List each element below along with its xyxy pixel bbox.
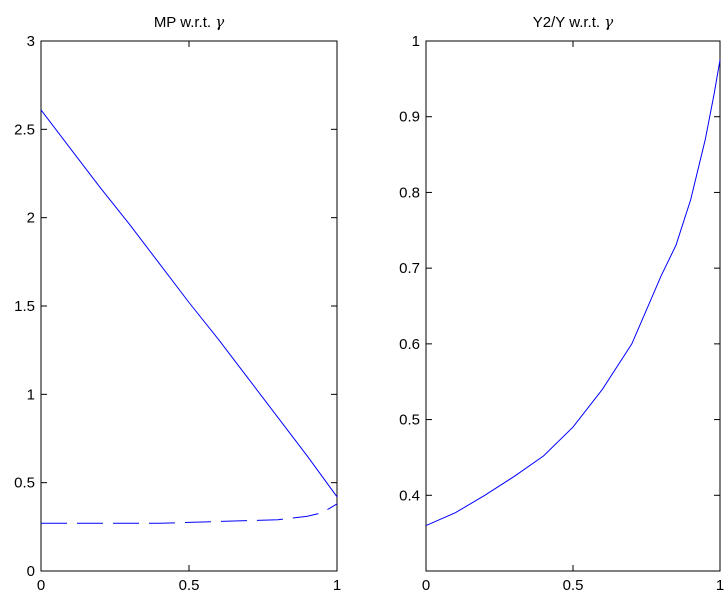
series-line-solid bbox=[40, 109, 338, 498]
y-tick-label: 1 bbox=[412, 33, 420, 50]
y-tick-label: 0.7 bbox=[399, 260, 420, 277]
y-tick-label: 1.5 bbox=[14, 298, 35, 315]
y-tick-label: 0.5 bbox=[14, 475, 35, 492]
chart-title: Y2/Y w.r.t. γ bbox=[533, 13, 613, 31]
gamma-symbol: γ bbox=[604, 13, 613, 31]
x-tick-label: 0.5 bbox=[179, 577, 200, 594]
y-tick-label: 2 bbox=[27, 210, 35, 227]
x-tick-label: 0 bbox=[37, 577, 45, 594]
y-tick-label: 0.6 bbox=[399, 336, 420, 353]
x-tick-label: 1 bbox=[716, 577, 724, 594]
series-line-dashed bbox=[41, 503, 338, 524]
axes-frame bbox=[425, 40, 721, 572]
x-tick-label: 1 bbox=[333, 577, 341, 594]
x-tick-label: 0.5 bbox=[563, 577, 584, 594]
y-tick-label: 0.8 bbox=[399, 184, 420, 201]
y-tick-label: 0 bbox=[27, 563, 35, 580]
chart-y2-ratio: Y2/Y w.r.t. γ 0 0.5 1 0.4 0.5 0.6 0.7 0.8 0.9 1 bbox=[399, 13, 724, 594]
y-tick-label: 1 bbox=[27, 386, 35, 403]
chart-mp: MP w.r.t. γ 0 0.5 1 0 0.5 1 1.5 2 2.5 3 bbox=[14, 13, 341, 594]
chart-title-text: Y2/Y w.r.t. bbox=[533, 14, 604, 31]
gamma-symbol: γ bbox=[215, 13, 224, 31]
series-line-solid bbox=[425, 59, 721, 527]
y-tick-label: 0.9 bbox=[399, 109, 420, 126]
y-tick-label: 0.5 bbox=[399, 412, 420, 429]
y-tick-label: 2.5 bbox=[14, 121, 35, 138]
axes-frame bbox=[40, 40, 338, 572]
x-tick-label: 0 bbox=[422, 577, 430, 594]
chart-title-text: MP w.r.t. bbox=[154, 14, 215, 31]
chart-title: MP w.r.t. γ bbox=[154, 13, 224, 31]
y-tick-label: 3 bbox=[27, 33, 35, 50]
y-tick-label: 0.4 bbox=[399, 487, 420, 504]
